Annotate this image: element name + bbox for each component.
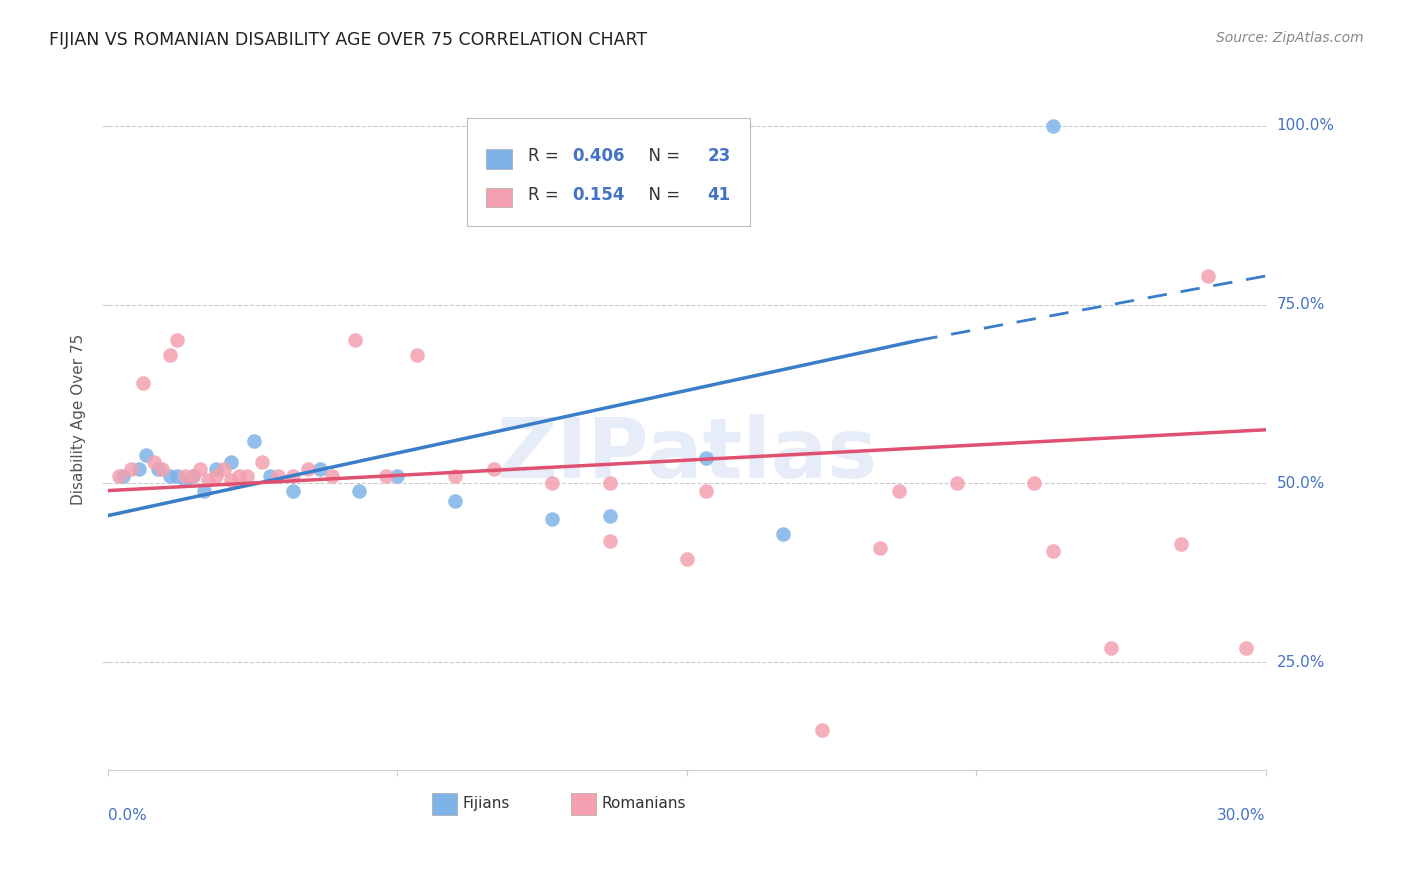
Text: 41: 41 [707, 186, 731, 203]
Point [281, 483, 304, 498]
Point [946, 476, 969, 491]
Text: 0.406: 0.406 [572, 147, 624, 165]
Text: 0.154: 0.154 [572, 186, 624, 203]
Point [1042, 544, 1064, 558]
Point [444, 469, 467, 483]
Text: N =: N = [638, 186, 686, 203]
Point [174, 469, 197, 483]
Point [1170, 537, 1192, 551]
Point [540, 512, 562, 526]
FancyBboxPatch shape [432, 793, 457, 815]
Point [1234, 640, 1257, 655]
Point [887, 483, 910, 498]
Point [135, 448, 157, 462]
Point [1099, 640, 1122, 655]
Point [219, 473, 242, 487]
Point [695, 451, 717, 466]
Text: R =: R = [529, 147, 564, 165]
Point [212, 462, 235, 476]
Point [266, 469, 288, 483]
Point [387, 469, 409, 483]
Point [250, 455, 273, 469]
Point [193, 483, 215, 498]
Text: ZIPatlas: ZIPatlas [496, 414, 877, 494]
Point [159, 469, 181, 483]
Point [347, 483, 370, 498]
Point [540, 476, 562, 491]
Text: Fijians: Fijians [463, 797, 509, 812]
Point [108, 469, 131, 483]
Point [190, 462, 212, 476]
Point [219, 455, 242, 469]
Point [374, 469, 396, 483]
Point [772, 526, 794, 541]
Point [150, 462, 173, 476]
Point [112, 469, 135, 483]
Point [243, 434, 266, 448]
Point [695, 483, 717, 498]
Point [131, 376, 153, 391]
Point [197, 473, 219, 487]
Point [599, 476, 621, 491]
Text: N =: N = [638, 147, 686, 165]
Point [281, 469, 304, 483]
Point [205, 462, 228, 476]
Text: FIJIAN VS ROMANIAN DISABILITY AGE OVER 75 CORRELATION CHART: FIJIAN VS ROMANIAN DISABILITY AGE OVER 7… [49, 31, 647, 49]
Point [675, 551, 697, 566]
Point [166, 469, 188, 483]
Point [343, 334, 366, 348]
FancyBboxPatch shape [571, 793, 596, 815]
Point [181, 469, 204, 483]
Point [810, 723, 832, 738]
Point [309, 462, 332, 476]
Point [1197, 268, 1219, 283]
Point [181, 469, 204, 483]
Text: R =: R = [529, 186, 569, 203]
Point [1042, 119, 1064, 133]
Point [235, 469, 257, 483]
Point [482, 462, 505, 476]
Point [444, 494, 467, 508]
FancyBboxPatch shape [486, 187, 512, 207]
Point [1022, 476, 1045, 491]
Text: 23: 23 [707, 147, 731, 165]
Text: Romanians: Romanians [600, 797, 686, 812]
Text: 30.0%: 30.0% [1218, 808, 1265, 823]
Point [166, 334, 188, 348]
Point [228, 469, 250, 483]
Text: 50.0%: 50.0% [1277, 476, 1324, 491]
Point [259, 469, 281, 483]
Point [174, 473, 197, 487]
Point [159, 348, 181, 362]
Text: 25.0%: 25.0% [1277, 655, 1324, 670]
Point [205, 469, 228, 483]
Point [297, 462, 319, 476]
Point [128, 462, 150, 476]
Point [146, 462, 169, 476]
Point [321, 469, 343, 483]
Point [869, 541, 891, 555]
Text: 75.0%: 75.0% [1277, 297, 1324, 312]
Text: 100.0%: 100.0% [1277, 119, 1334, 133]
Text: 0.0%: 0.0% [108, 808, 146, 823]
Text: Source: ZipAtlas.com: Source: ZipAtlas.com [1216, 31, 1364, 45]
FancyBboxPatch shape [467, 118, 751, 227]
Point [405, 348, 427, 362]
Point [599, 508, 621, 523]
Point [120, 462, 142, 476]
FancyBboxPatch shape [486, 149, 512, 169]
Point [599, 533, 621, 548]
Y-axis label: Disability Age Over 75: Disability Age Over 75 [72, 334, 86, 505]
Point [143, 455, 166, 469]
